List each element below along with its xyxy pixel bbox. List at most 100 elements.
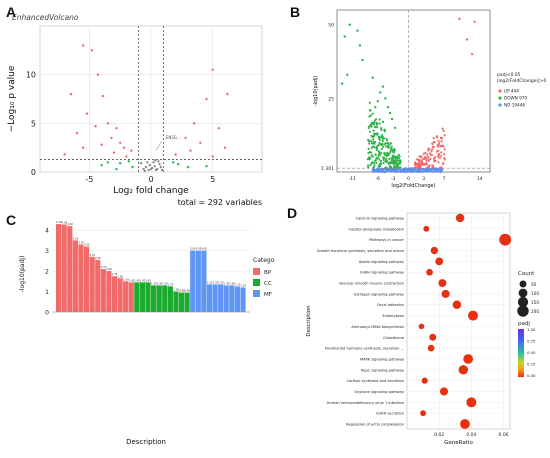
bar xyxy=(151,285,157,312)
bar xyxy=(123,281,129,312)
data-point xyxy=(361,58,364,62)
data-point xyxy=(189,149,192,152)
category-label: Focal adhesion xyxy=(377,303,404,307)
bar-value-label: 2.55 xyxy=(95,256,101,260)
data-point xyxy=(372,129,375,132)
data-point xyxy=(430,150,433,153)
data-point xyxy=(393,149,396,152)
x-tick-label: -11 xyxy=(349,176,356,182)
data-point xyxy=(369,114,372,117)
volcano-chart-a: EnhancedVolcano -5 0 5 0 5 10 ENSG... Log₂ fold … xyxy=(7,13,263,207)
data-point xyxy=(371,155,374,158)
legend-label: MF xyxy=(264,292,272,298)
legend-swatch xyxy=(253,279,260,286)
data-point xyxy=(418,155,421,158)
bar-value-label: 3.20 xyxy=(84,243,90,247)
data-point xyxy=(375,121,378,125)
data-point xyxy=(430,246,439,255)
legend-label: NO 19446 xyxy=(504,103,525,108)
bar-value-label: 1.35 xyxy=(218,280,224,284)
bar-value-label: 4.28 xyxy=(61,220,67,224)
category-label: GnRH secretion xyxy=(376,412,404,416)
data-point xyxy=(435,150,439,153)
data-point xyxy=(426,153,429,156)
panel-label-c: C xyxy=(6,212,17,228)
data-point xyxy=(425,159,428,162)
data-point xyxy=(499,233,512,246)
data-point xyxy=(96,73,100,76)
data-point xyxy=(428,152,432,155)
data-point xyxy=(415,158,419,161)
y-tick-label: 1.301 xyxy=(321,166,334,172)
data-point xyxy=(211,155,214,158)
y-tick-label: 0 xyxy=(45,310,49,317)
data-point xyxy=(433,156,437,159)
data-point xyxy=(389,142,393,145)
data-point xyxy=(370,139,373,143)
data-point xyxy=(372,165,376,169)
data-point xyxy=(217,127,221,130)
data-point xyxy=(149,167,153,171)
data-point xyxy=(377,144,380,147)
data-point xyxy=(388,157,391,161)
category-label: Calcium signaling pathway xyxy=(356,217,405,221)
data-point xyxy=(153,164,156,168)
bar-value-label: 1.65 xyxy=(117,274,123,278)
bar xyxy=(195,250,201,312)
data-point xyxy=(458,17,461,21)
data-point xyxy=(430,153,433,157)
color-legend-label: 1.00 xyxy=(527,327,536,332)
data-point xyxy=(423,162,426,166)
bar xyxy=(178,292,185,312)
data-point xyxy=(368,101,371,104)
color-legend-label: 0.25 xyxy=(527,362,536,367)
data-point xyxy=(438,279,447,288)
data-point xyxy=(381,85,385,88)
data-point xyxy=(376,126,379,129)
size-legend-label: 50 xyxy=(531,282,537,287)
data-point xyxy=(383,170,386,174)
bar xyxy=(139,282,146,312)
data-point xyxy=(376,100,379,103)
data-point xyxy=(429,157,432,161)
data-point xyxy=(375,156,378,159)
data-point xyxy=(371,135,374,138)
data-point xyxy=(431,170,434,173)
bar-value-label: 2.70 xyxy=(89,253,95,257)
data-point xyxy=(436,144,439,147)
category-label: Estrogen signaling pathway xyxy=(354,292,405,296)
data-point xyxy=(463,354,474,364)
data-point xyxy=(434,168,437,171)
data-point xyxy=(205,164,208,168)
data-point xyxy=(378,158,381,161)
bar-value-label: 1.25 xyxy=(168,282,174,286)
x-tick-label: 0 xyxy=(148,175,153,184)
bar xyxy=(167,286,173,312)
bar xyxy=(173,291,179,312)
bar xyxy=(156,285,162,312)
data-point xyxy=(389,150,392,154)
data-point xyxy=(122,146,126,149)
data-point xyxy=(376,132,379,135)
y-axis-label: Description xyxy=(306,305,312,337)
data-point xyxy=(148,163,151,167)
data-point xyxy=(378,122,381,125)
bar xyxy=(61,224,67,312)
bar xyxy=(117,278,123,312)
data-point xyxy=(435,257,444,266)
y-tick-label: 2 xyxy=(45,269,49,276)
data-point xyxy=(375,169,378,173)
data-point xyxy=(371,160,374,164)
category-label: Human immunodeficiency virus 1 infection xyxy=(327,401,404,405)
data-point xyxy=(411,169,414,172)
legend-label: CC xyxy=(264,281,272,287)
bar-chart-c: 0 1 2 3 4 4.30 4.284.20 3.503.303.20 2.702.55 2.1… xyxy=(19,220,281,446)
data-point xyxy=(368,142,371,145)
category-label: Pathways in cancer xyxy=(369,238,404,242)
x-axis-label: log2(FoldChange) xyxy=(391,183,435,189)
data-point xyxy=(381,139,384,143)
data-point xyxy=(159,165,163,169)
data-point xyxy=(427,344,435,352)
data-point xyxy=(434,159,437,162)
bar-value-label: 1.30 xyxy=(151,281,157,285)
